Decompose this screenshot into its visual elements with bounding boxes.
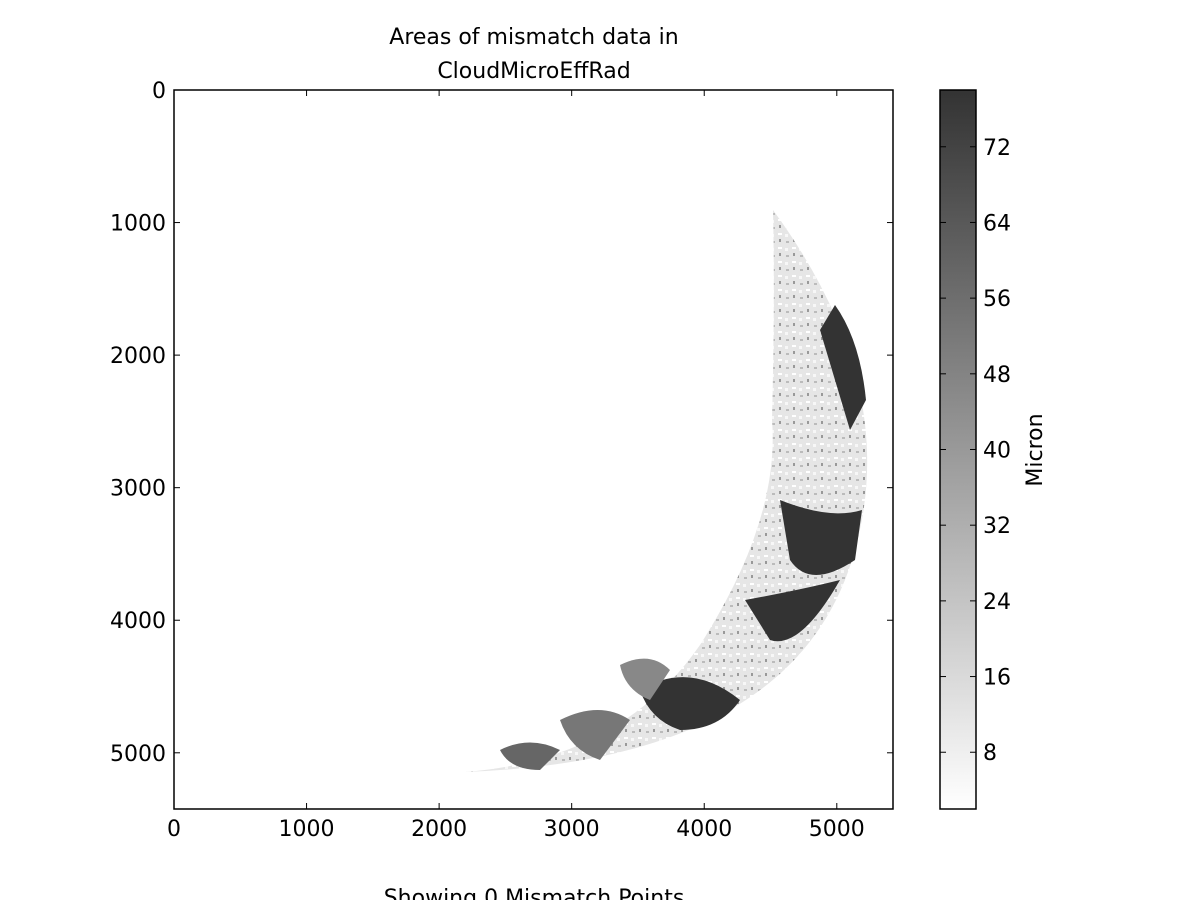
image-content <box>465 210 868 772</box>
x-tick-label: 2000 <box>411 817 467 842</box>
x-tick-label: 4000 <box>676 817 732 842</box>
colorbar-tick-label: 16 <box>983 666 1011 691</box>
colorbar-tick-label: 8 <box>983 741 997 766</box>
chart-title: Areas of mismatch data in <box>389 25 678 50</box>
colorbar-tick-label: 32 <box>983 514 1011 539</box>
x-tick-label: 1000 <box>279 817 335 842</box>
colorbar-tick-label: 56 <box>983 287 1011 312</box>
y-tick-label: 5000 <box>110 742 166 767</box>
y-tick-label: 0 <box>152 79 166 104</box>
colorbar-label: Micron <box>1023 413 1048 486</box>
colorbar-tick-label: 24 <box>983 590 1011 615</box>
y-tick-label: 1000 <box>110 212 166 237</box>
colorbar-tick-label: 40 <box>983 439 1011 464</box>
y-tick-label: 4000 <box>110 609 166 634</box>
footer: Showing 0 Mismatch Points <box>384 886 685 900</box>
colorbar-tick-label: 72 <box>983 136 1011 161</box>
x-tick-label: 0 <box>167 817 181 842</box>
x-tick-label: 5000 <box>809 817 865 842</box>
chart-title: CloudMicroEffRad <box>437 59 630 84</box>
y-tick-label: 3000 <box>110 477 166 502</box>
x-tick-label: 3000 <box>544 817 600 842</box>
plot-frame <box>173 89 894 810</box>
colorbar-tick-label: 48 <box>983 363 1011 388</box>
colorbar-tick-label: 64 <box>983 211 1011 236</box>
y-tick-label: 2000 <box>110 344 166 369</box>
